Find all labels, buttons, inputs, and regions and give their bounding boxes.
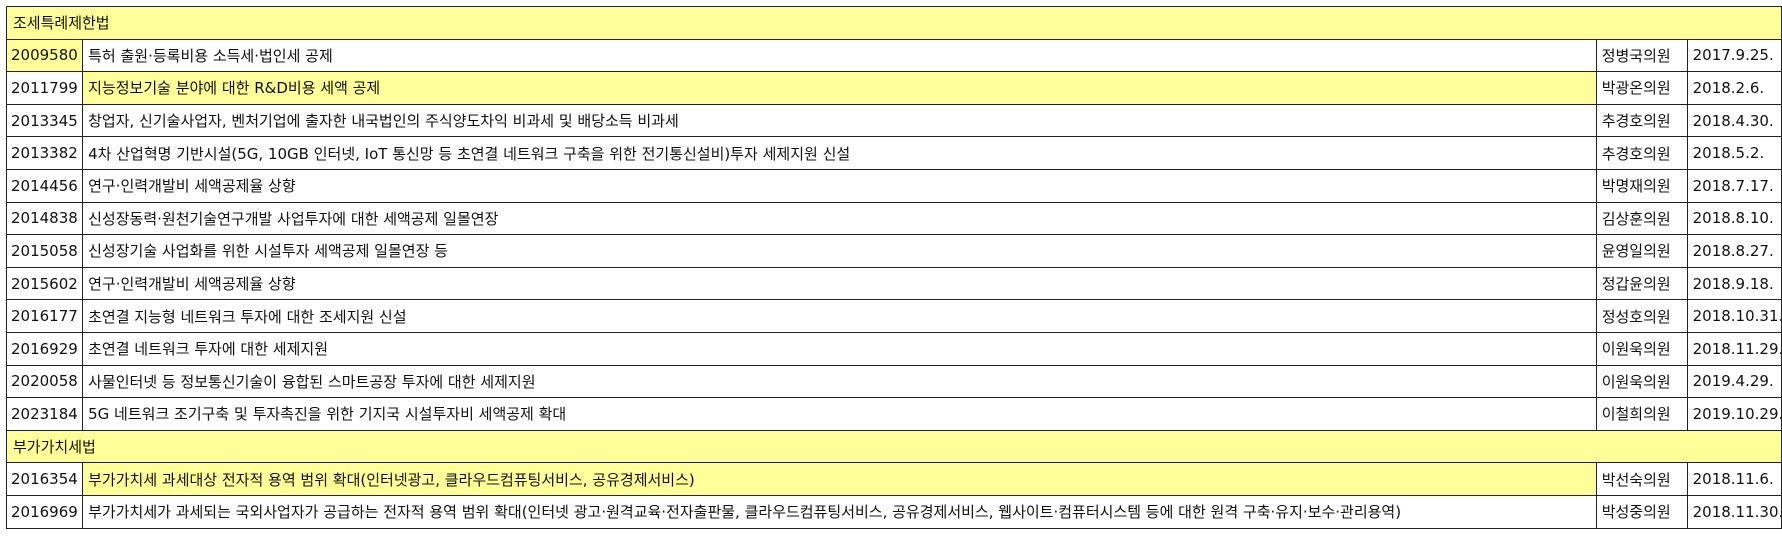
date-cell: 2018.7.17.: [1686, 168, 1782, 203]
proposer-cell: 박선숙의원: [1595, 462, 1688, 496]
bill-number-cell: 2016929: [5, 331, 84, 366]
date-cell: 2018.8.27.: [1686, 234, 1782, 268]
bill-number-cell: 2014838: [5, 201, 84, 236]
bill-title-cell: 4차 산업혁명 기반시설(5G, 10GB 인터넷, IoT 통신망 등 초연결…: [82, 136, 1597, 170]
table-row: 2014838 신성장동력·원천기술연구개발 사업투자에 대한 세액공제 일몰연장…: [5, 201, 1782, 236]
section-title: 조세특례제한법: [6, 6, 1782, 40]
section-header-row: 부가가치세법: [6, 429, 1782, 464]
bill-title-cell: 초연결 네트워크 투자에 대한 세제지원: [82, 331, 1597, 366]
bill-table-body: 조세특례제한법 2009580 특허 출원·등록비용 소득세·법인세 공제 정병국의원…: [5, 6, 1782, 529]
date-cell: 2018.11.30.: [1686, 494, 1782, 529]
bill-title-cell: 창업자, 신기술사업자, 벤처기업에 출자한 내국법인의 주식양도차익 비과세 …: [82, 103, 1597, 138]
bill-title-cell: 부가가치세가 과세되는 국외사업자가 공급하는 전자적 용역 범위 확대(인터넷…: [82, 494, 1597, 529]
date-cell: 2018.8.10.: [1686, 201, 1782, 236]
date-cell: 2019.10.29.: [1686, 397, 1782, 431]
bill-title-cell: 초연결 지능형 네트워크 투자에 대한 조세지원 신설: [82, 299, 1597, 333]
table-row: 2016969 부가가치세가 과세되는 국외사업자가 공급하는 전자적 용역 범위…: [5, 494, 1782, 529]
table-row: 2016177 초연결 지능형 네트워크 투자에 대한 조세지원 신설 정성호의원 2…: [5, 299, 1782, 333]
proposer-cell: 김상훈의원: [1595, 201, 1688, 236]
bill-title-cell: 연구·인력개발비 세액공제율 상향: [82, 266, 1597, 301]
bill-table-container: 조세특례제한법 2009580 특허 출원·등록비용 소득세·법인세 공제 정병국의원…: [5, 6, 1782, 529]
bill-number-cell: 2013382: [5, 136, 84, 170]
date-cell: 2018.11.29.: [1686, 331, 1782, 366]
bill-number-cell: 2023184: [5, 397, 84, 431]
bill-title-cell: 연구·인력개발비 세액공제율 상향: [82, 168, 1597, 203]
bill-title-cell: 특허 출원·등록비용 소득세·법인세 공제: [82, 38, 1597, 73]
bill-number-cell: 2015058: [5, 234, 84, 268]
bill-number-cell: 2013345: [5, 103, 84, 138]
proposer-cell: 이원욱의원: [1595, 364, 1688, 399]
proposer-cell: 추경호의원: [1595, 103, 1688, 138]
proposer-cell: 추경호의원: [1595, 136, 1688, 170]
date-cell: 2017.9.25.: [1686, 38, 1782, 73]
date-cell: 2018.11.6.: [1686, 462, 1782, 496]
bill-number-cell: 2020058: [5, 364, 84, 399]
section-title: 부가가치세법: [6, 429, 1782, 464]
table-row: 2013382 4차 산업혁명 기반시설(5G, 10GB 인터넷, IoT 통신…: [5, 136, 1782, 170]
date-cell: 2018.4.30.: [1686, 103, 1782, 138]
table-row: 2011799 지능정보기술 분야에 대한 R&D비용 세액 공제 박광온의원 201…: [5, 71, 1782, 105]
bill-number-cell: 2009580: [5, 38, 84, 73]
table-row: 2023184 5G 네트워크 조기구축 및 투자촉진을 위한 기지국 시설투자비…: [5, 397, 1782, 431]
proposer-cell: 정성호의원: [1595, 299, 1688, 333]
bill-title-cell: 부가가치세 과세대상 전자적 용역 범위 확대(인터넷광고, 클라우드컴퓨팅서비…: [82, 462, 1597, 496]
proposer-cell: 정갑윤의원: [1595, 266, 1688, 301]
section-header-row: 조세특례제한법: [6, 6, 1782, 40]
table-row: 2014456 연구·인력개발비 세액공제율 상향 박명재의원 2018.7.17.: [5, 168, 1782, 203]
table-row: 2016354 부가가치세 과세대상 전자적 용역 범위 확대(인터넷광고, 클라…: [5, 462, 1782, 496]
bill-title-cell: 지능정보기술 분야에 대한 R&D비용 세액 공제: [82, 71, 1597, 105]
table-row: 2015058 신성장기술 사업화를 위한 시설투자 세액공제 일몰연장 등 윤영일…: [5, 234, 1782, 268]
proposer-cell: 이원욱의원: [1595, 331, 1688, 366]
bill-number-cell: 2015602: [5, 266, 84, 301]
proposer-cell: 박광온의원: [1595, 71, 1688, 105]
date-cell: 2018.2.6.: [1686, 71, 1782, 105]
date-cell: 2018.10.31.: [1686, 299, 1782, 333]
proposer-cell: 박명재의원: [1595, 168, 1688, 203]
date-cell: 2018.9.18.: [1686, 266, 1782, 301]
date-cell: 2018.5.2.: [1686, 136, 1782, 170]
bill-table: 조세특례제한법 2009580 특허 출원·등록비용 소득세·법인세 공제 정병국의원…: [5, 6, 1782, 529]
bill-title-cell: 신성장동력·원천기술연구개발 사업투자에 대한 세액공제 일몰연장: [82, 201, 1597, 236]
table-row: 2015602 연구·인력개발비 세액공제율 상향 정갑윤의원 2018.9.18.: [5, 266, 1782, 301]
bill-number-cell: 2016354: [5, 462, 84, 496]
table-row: 2016929 초연결 네트워크 투자에 대한 세제지원 이원욱의원 2018.11.…: [5, 331, 1782, 366]
table-row: 2009580 특허 출원·등록비용 소득세·법인세 공제 정병국의원 2017.9.…: [5, 38, 1782, 73]
table-row: 2020058 사물인터넷 등 정보통신기술이 융합된 스마트공장 투자에 대한 …: [5, 364, 1782, 399]
proposer-cell: 윤영일의원: [1595, 234, 1688, 268]
bill-title-cell: 신성장기술 사업화를 위한 시설투자 세액공제 일몰연장 등: [82, 234, 1597, 268]
bill-number-cell: 2016177: [5, 299, 84, 333]
date-cell: 2019.4.29.: [1686, 364, 1782, 399]
proposer-cell: 정병국의원: [1595, 38, 1688, 73]
bill-title-cell: 5G 네트워크 조기구축 및 투자촉진을 위한 기지국 시설투자비 세액공제 확…: [82, 397, 1597, 431]
bill-number-cell: 2011799: [5, 71, 84, 105]
proposer-cell: 이철희의원: [1595, 397, 1688, 431]
table-row: 2013345 창업자, 신기술사업자, 벤처기업에 출자한 내국법인의 주식양도…: [5, 103, 1782, 138]
bill-title-cell: 사물인터넷 등 정보통신기술이 융합된 스마트공장 투자에 대한 세제지원: [82, 364, 1597, 399]
bill-number-cell: 2014456: [5, 168, 84, 203]
proposer-cell: 박성중의원: [1595, 494, 1688, 529]
bill-number-cell: 2016969: [5, 494, 84, 529]
